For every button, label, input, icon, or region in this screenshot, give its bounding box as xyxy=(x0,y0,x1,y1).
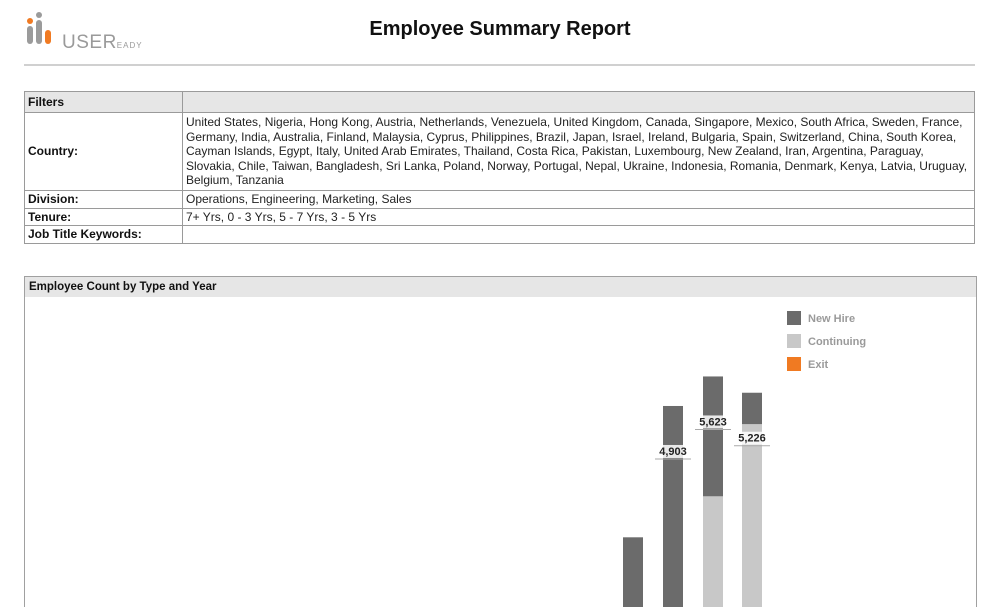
filter-row-division: Division: Operations, Engineering, Marke… xyxy=(24,190,975,209)
filters-header-row: Filters xyxy=(24,91,975,113)
logo-mark-icon xyxy=(27,12,51,44)
total-label-bg xyxy=(736,431,768,445)
total-label: 5,623 xyxy=(699,416,727,428)
bar-new-hire xyxy=(703,376,723,497)
legend-swatch xyxy=(787,311,801,325)
filters-header-spacer xyxy=(182,91,975,113)
title-divider xyxy=(24,64,975,66)
filters-heading: Filters xyxy=(24,91,183,113)
chart-panel: Employee Count by Type and Year 4,903 5,6… xyxy=(24,276,977,607)
filter-value-job-title xyxy=(182,225,975,244)
filter-value-division: Operations, Engineering, Marketing, Sale… xyxy=(182,190,975,209)
page-title: Employee Summary Report xyxy=(369,18,631,40)
chart-title: Employee Count by Type and Year xyxy=(25,277,976,297)
total-label: 4,903 xyxy=(659,446,687,458)
bar-new-hire xyxy=(663,405,683,607)
employee-count-chart: 4,903 5,623 5,226 New Hire Continuing Exit xyxy=(623,311,866,607)
filter-value-country: United States, Nigeria, Hong Kong, Austr… xyxy=(182,112,975,191)
total-label-bg xyxy=(657,444,689,458)
legend-swatch xyxy=(787,357,801,371)
bar-new-hire xyxy=(742,392,762,425)
total-label-bg xyxy=(697,415,729,429)
filter-label-job-title: Job Title Keywords: xyxy=(24,225,183,244)
bar-continuing xyxy=(703,496,723,607)
legend-label: Continuing xyxy=(808,336,866,348)
filter-label-division: Division: xyxy=(24,190,183,209)
logo-text: USEREADY xyxy=(62,32,143,53)
company-logo: USEREADY xyxy=(22,10,152,53)
total-label: 5,226 xyxy=(738,433,766,445)
legend-label: New Hire xyxy=(808,313,855,325)
filter-row-tenure: Tenure: 7+ Yrs, 0 - 3 Yrs, 5 - 7 Yrs, 3 … xyxy=(24,207,975,226)
filter-label-country: Country: xyxy=(24,112,183,191)
filter-row-job-title: Job Title Keywords: xyxy=(24,225,975,244)
legend-swatch xyxy=(787,334,801,348)
bar-new-hire xyxy=(623,537,643,607)
filter-value-tenure: 7+ Yrs, 0 - 3 Yrs, 5 - 7 Yrs, 3 - 5 Yrs xyxy=(182,207,975,226)
filter-row-country: Country: United States, Nigeria, Hong Ko… xyxy=(24,112,975,191)
bar-continuing xyxy=(742,424,762,607)
filter-label-tenure: Tenure: xyxy=(24,207,183,226)
filters-table: Filters Country: United States, Nigeria,… xyxy=(24,91,975,244)
legend-label: Exit xyxy=(808,359,829,371)
